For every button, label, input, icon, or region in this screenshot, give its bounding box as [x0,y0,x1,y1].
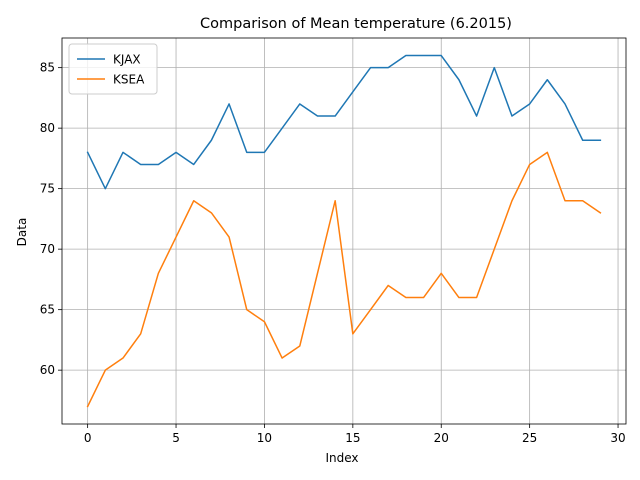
series-layer [86,54,602,408]
y-tick-label: 75 [40,182,55,196]
y-axis: 60 65 70 75 80 85 [40,61,62,377]
x-tick-label: 5 [172,431,180,445]
x-tick-label: 20 [434,431,449,445]
y-axis-label: Data [15,218,29,247]
x-tick-label: 15 [345,431,360,445]
legend-box [68,43,158,95]
x-tick-label: 10 [257,431,272,445]
x-tick-label: 25 [522,431,537,445]
chart-title: Comparison of Mean temperature (6.2015) [200,16,512,32]
y-tick-label: 70 [40,242,55,256]
y-tick-label: 80 [40,121,55,135]
x-tick-label: 0 [84,431,92,445]
legend: KJAX KSEA [68,43,158,95]
x-tick-label: 30 [610,431,625,445]
legend-label-ksea: KSEA [113,73,145,87]
grid [62,38,626,424]
y-tick-label: 65 [40,303,55,317]
legend-label-kjax: KJAX [113,53,141,67]
series-line-kjax [86,54,602,190]
y-tick-label: 85 [40,61,55,75]
x-axis-label: Index [325,451,358,465]
plot-frame [61,37,627,425]
y-tick-label: 60 [40,363,55,377]
x-axis: 0 5 10 15 20 25 30 [84,424,626,445]
series-line-ksea [86,151,602,408]
